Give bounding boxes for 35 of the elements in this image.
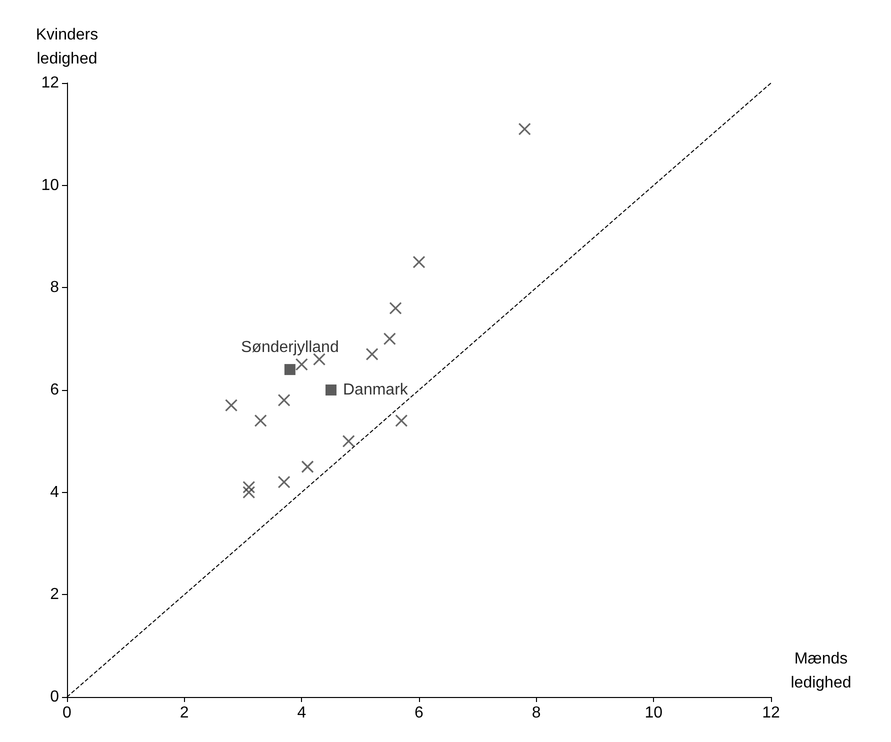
x-tick-label: 4	[297, 704, 306, 722]
x-tick-label: 2	[180, 704, 189, 722]
point	[278, 394, 290, 407]
x-tick-label: 10	[644, 704, 663, 722]
y-tick-label: 4	[50, 484, 60, 501]
x-tick-label: 12	[762, 704, 780, 722]
y-tick-label: 0	[50, 688, 60, 706]
y-tick-label: 8	[50, 279, 60, 296]
point	[389, 302, 402, 314]
y-tick-label: 12	[41, 74, 60, 92]
point	[254, 414, 267, 427]
x-tick-label: 8	[532, 704, 541, 722]
y-tick-label: 6	[50, 382, 60, 398]
y-tick-label: 10	[41, 176, 60, 194]
point	[366, 348, 378, 360]
annotation: Sønderjylland	[241, 339, 339, 356]
point	[326, 384, 336, 396]
point	[383, 332, 396, 346]
point	[224, 399, 238, 412]
annotation: Danmark	[343, 382, 409, 398]
point	[284, 364, 296, 376]
point	[278, 476, 290, 488]
x-tick-label: 0	[62, 704, 72, 722]
point	[242, 480, 256, 494]
point	[395, 414, 408, 427]
y-axis-title: Kvinders ledighed	[36, 26, 98, 68]
x-axis-title: Mænds ledighed	[790, 650, 852, 692]
x-tick-label: 6	[414, 704, 424, 722]
point	[518, 122, 531, 136]
point	[242, 486, 256, 499]
y-tick-label: 2	[50, 586, 60, 604]
point	[295, 358, 308, 371]
point	[301, 460, 314, 474]
point	[342, 434, 355, 448]
point	[412, 256, 426, 268]
